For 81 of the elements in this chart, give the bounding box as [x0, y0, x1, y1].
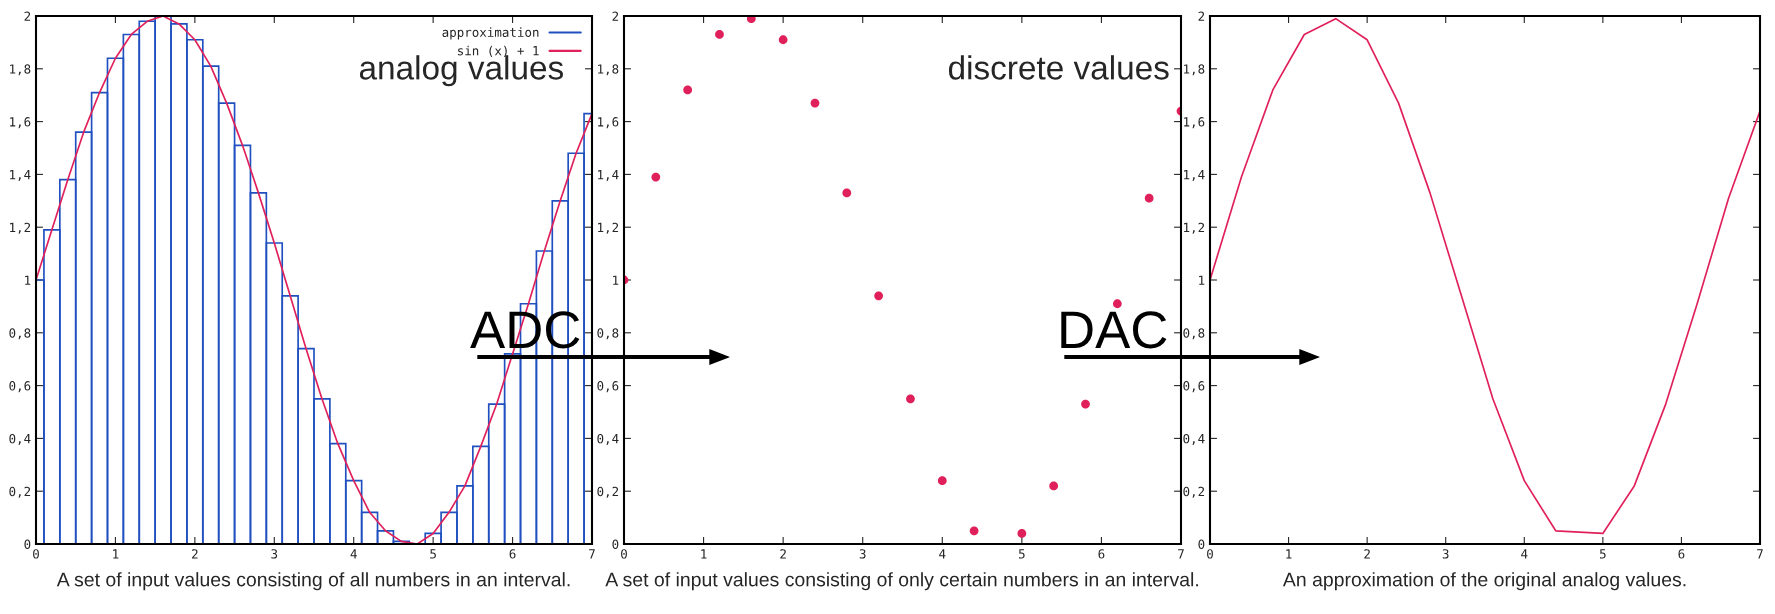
- y-tick-label: 1: [25, 275, 31, 285]
- y-tick-label: 0: [24, 539, 31, 549]
- y-tick-label: 1,8: [1184, 64, 1205, 76]
- y-tick-label: 0,4: [1183, 433, 1205, 445]
- x-tick-label: 2: [192, 549, 198, 559]
- y-tick-label: 1,6: [10, 117, 31, 129]
- y-tick-label: 0,2: [597, 486, 619, 498]
- point: [906, 394, 915, 404]
- y-tick-label: 0: [612, 539, 619, 549]
- y-tick-label: 1,4: [10, 170, 31, 181]
- y-tick-label: 2: [1198, 11, 1205, 21]
- point: [651, 172, 661, 182]
- y-tick-label: 1,8: [10, 64, 31, 76]
- x-tick-label: 5: [1599, 549, 1606, 559]
- x-axis-title: An approximation of the original analog values.: [1282, 572, 1686, 591]
- x-tick-label: 1: [701, 549, 707, 559]
- y-tick-label: 1,2: [598, 222, 619, 234]
- y-tick-label: 0: [1198, 539, 1205, 549]
- point: [1049, 481, 1059, 491]
- x-tick-label: 6: [1678, 549, 1685, 559]
- x-axis-title: A set of input values consisting of only certain numbers in an interval.: [605, 572, 1198, 591]
- y-tick-label: 0,8: [597, 328, 619, 340]
- point: [969, 526, 979, 536]
- text: analog values: [359, 55, 564, 87]
- y-tick-label: 1: [1199, 275, 1205, 285]
- point: [715, 30, 724, 39]
- y-tick-label: 1,2: [1184, 222, 1205, 234]
- y-tick-label: 0,2: [9, 486, 31, 498]
- point: [778, 35, 788, 45]
- x-axis-title: A set of input values consisting of all numbers in an interval.: [56, 572, 570, 591]
- x-tick-label: 4: [939, 549, 946, 559]
- y-tick-label: 0,6: [9, 381, 31, 393]
- x-tick-label: 7: [589, 549, 595, 559]
- y-tick-label: 0,8: [1183, 328, 1205, 340]
- x-tick-label: 6: [1098, 549, 1105, 559]
- x-tick-label: 1: [1286, 549, 1292, 559]
- point: [683, 85, 693, 95]
- x-tick-label: 4: [1521, 549, 1528, 559]
- x-tick-label: 2: [780, 549, 786, 559]
- y-tick-label: 2: [612, 11, 619, 21]
- y-tick-label: 1,2: [10, 222, 31, 234]
- x-tick-label: 0: [621, 549, 627, 559]
- point: [842, 188, 852, 198]
- y-tick-label: 2: [24, 11, 31, 21]
- y-tick-label: 1,8: [598, 64, 619, 76]
- point: [746, 16, 756, 24]
- x-tick-label: 0: [33, 549, 39, 559]
- y-tick-label: 1,6: [1184, 117, 1205, 129]
- x-tick-label: 3: [859, 549, 866, 559]
- x-tick-label: 4: [350, 549, 357, 559]
- y-tick-label: 1,6: [598, 117, 619, 129]
- x-tick-label: 1: [113, 549, 119, 559]
- point: [874, 291, 884, 301]
- point: [1144, 193, 1154, 203]
- x-tick-label: 5: [1018, 549, 1025, 559]
- point: [1081, 399, 1090, 409]
- text: discrete values: [948, 55, 1169, 80]
- x-tick-label: 7: [1178, 549, 1184, 559]
- y-tick-label: 0,6: [1183, 381, 1205, 393]
- legend-label: approximation: [442, 27, 539, 40]
- line-series: [36, 16, 592, 544]
- x-tick-label: 3: [1442, 549, 1449, 559]
- x-tick-label: 5: [430, 549, 436, 559]
- point: [810, 98, 820, 108]
- y-tick-label: 1,4: [1184, 170, 1205, 181]
- y-tick-label: 0,2: [1183, 486, 1205, 498]
- y-tick-label: 0,6: [597, 381, 619, 393]
- x-tick-label: 0: [1207, 549, 1213, 559]
- x-tick-label: 2: [1364, 549, 1370, 559]
- x-tick-label: 3: [271, 549, 278, 559]
- y-tick-label: 1,4: [598, 170, 619, 181]
- x-tick-label: 6: [509, 549, 516, 559]
- x-tick-label: 7: [1757, 549, 1763, 559]
- annotation: DAC: [1061, 311, 1167, 349]
- point: [1017, 529, 1027, 538]
- y-tick-label: 0,8: [9, 328, 31, 340]
- point: [1112, 299, 1122, 309]
- y-tick-label: 0,4: [597, 433, 619, 445]
- point: [937, 476, 947, 486]
- y-tick-label: 1: [613, 275, 619, 285]
- y-tick-label: 0,4: [9, 433, 31, 445]
